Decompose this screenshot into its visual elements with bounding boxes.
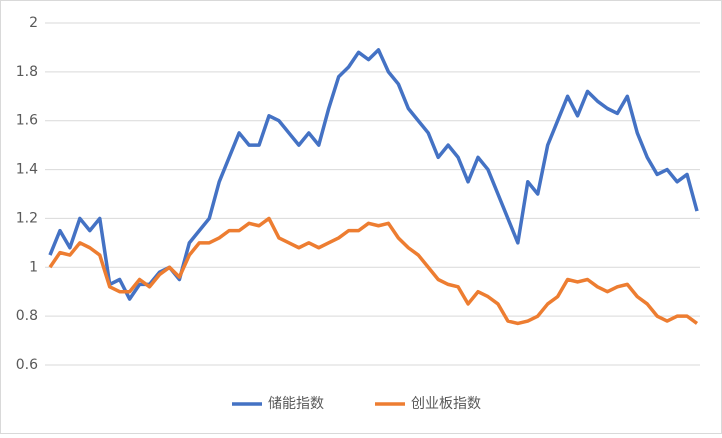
y-tick-label: 0.6: [16, 357, 38, 373]
y-tick-label: 1.2: [16, 210, 38, 226]
y-tick-label: 1.4: [16, 162, 38, 178]
y-tick-label: 1.6: [16, 113, 38, 129]
y-tick-label: 2: [29, 15, 38, 31]
y-tick-label: 0.8: [16, 308, 38, 324]
series-line: [48, 216, 699, 326]
legend-label: 储能指数: [268, 396, 324, 412]
legend-label: 创业板指数: [411, 396, 481, 412]
y-tick-label: 1: [29, 259, 38, 275]
y-tick-label: 1.8: [16, 64, 38, 80]
